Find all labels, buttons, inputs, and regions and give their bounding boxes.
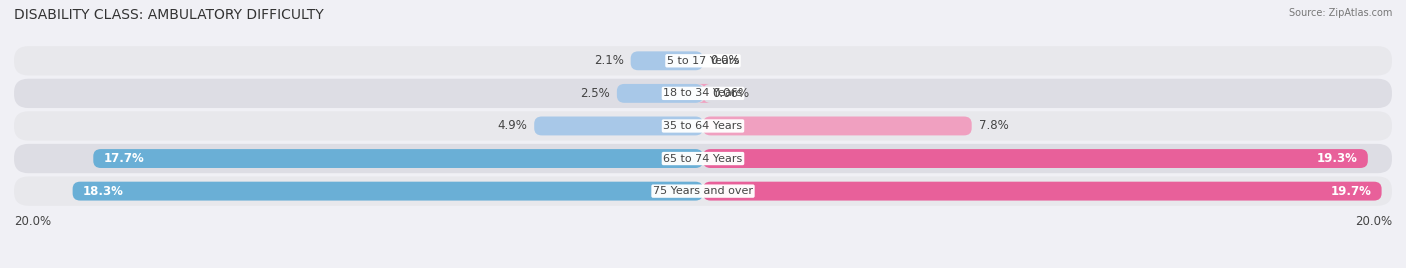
Text: 20.0%: 20.0% bbox=[1355, 215, 1392, 228]
FancyBboxPatch shape bbox=[93, 149, 703, 168]
FancyBboxPatch shape bbox=[703, 182, 1382, 200]
FancyBboxPatch shape bbox=[631, 51, 703, 70]
Text: Source: ZipAtlas.com: Source: ZipAtlas.com bbox=[1288, 8, 1392, 18]
FancyBboxPatch shape bbox=[703, 149, 1368, 168]
Text: 17.7%: 17.7% bbox=[104, 152, 145, 165]
FancyBboxPatch shape bbox=[14, 176, 1392, 206]
Text: 5 to 17 Years: 5 to 17 Years bbox=[666, 56, 740, 66]
Text: 2.1%: 2.1% bbox=[593, 54, 624, 67]
FancyBboxPatch shape bbox=[14, 79, 1392, 108]
FancyBboxPatch shape bbox=[703, 117, 972, 135]
FancyBboxPatch shape bbox=[697, 84, 710, 103]
Text: 75 Years and over: 75 Years and over bbox=[652, 186, 754, 196]
FancyBboxPatch shape bbox=[14, 111, 1392, 141]
Text: 65 to 74 Years: 65 to 74 Years bbox=[664, 154, 742, 163]
FancyBboxPatch shape bbox=[73, 182, 703, 200]
Text: 18.3%: 18.3% bbox=[83, 185, 124, 198]
FancyBboxPatch shape bbox=[14, 144, 1392, 173]
Text: 19.7%: 19.7% bbox=[1330, 185, 1371, 198]
Text: DISABILITY CLASS: AMBULATORY DIFFICULTY: DISABILITY CLASS: AMBULATORY DIFFICULTY bbox=[14, 8, 323, 22]
Text: 4.9%: 4.9% bbox=[498, 120, 527, 132]
Legend: Male, Female: Male, Female bbox=[636, 267, 770, 268]
Text: 35 to 64 Years: 35 to 64 Years bbox=[664, 121, 742, 131]
Text: 7.8%: 7.8% bbox=[979, 120, 1008, 132]
Text: 0.0%: 0.0% bbox=[710, 54, 740, 67]
Text: 20.0%: 20.0% bbox=[14, 215, 51, 228]
FancyBboxPatch shape bbox=[14, 46, 1392, 76]
Text: 18 to 34 Years: 18 to 34 Years bbox=[664, 88, 742, 98]
Text: 2.5%: 2.5% bbox=[581, 87, 610, 100]
Text: 0.06%: 0.06% bbox=[711, 87, 749, 100]
Text: 19.3%: 19.3% bbox=[1316, 152, 1358, 165]
FancyBboxPatch shape bbox=[617, 84, 703, 103]
FancyBboxPatch shape bbox=[534, 117, 703, 135]
